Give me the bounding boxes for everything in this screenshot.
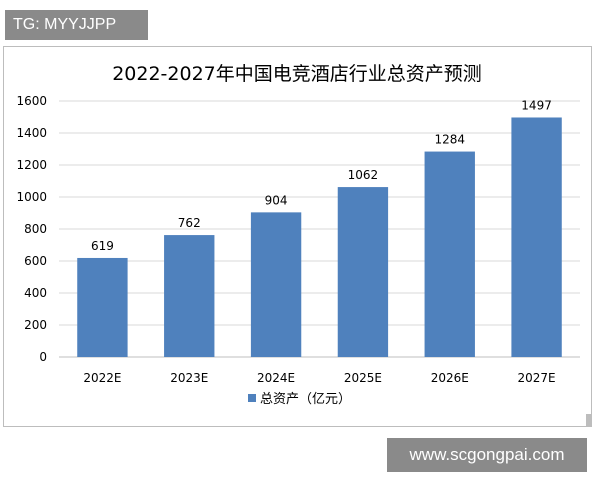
- data-label: 904: [265, 193, 288, 207]
- data-label: 762: [178, 216, 201, 230]
- x-tick-label: 2024E: [257, 371, 295, 385]
- y-tick-label: 0: [39, 350, 47, 364]
- bar: [337, 187, 389, 357]
- y-tick-label: 600: [24, 254, 47, 268]
- y-tick-label: 1000: [16, 190, 47, 204]
- data-label: 1062: [348, 168, 379, 182]
- bar: [250, 212, 302, 357]
- bar: [164, 235, 215, 357]
- x-tick-label: 2022E: [83, 371, 121, 385]
- data-label: 1497: [521, 98, 552, 112]
- x-tick-label: 2027E: [518, 371, 556, 385]
- legend-swatch: [248, 394, 256, 402]
- data-label: 619: [91, 239, 114, 253]
- legend-label: 总资产（亿元）: [260, 392, 351, 407]
- bar: [77, 257, 128, 357]
- watermark: www.scgongpai.com: [387, 438, 587, 472]
- frame-corner-mark: [586, 414, 592, 426]
- x-tick-label: 2025E: [344, 371, 382, 385]
- x-tick-label: 2023E: [170, 371, 208, 385]
- y-tick-label: 1600: [16, 94, 47, 108]
- bar: [424, 151, 475, 357]
- bar-chart: 2022-2027年中国电竞酒店行业总资产预测 619 762 904 1062 128…: [16, 63, 580, 407]
- chart-title: 2022-2027年中国电竞酒店行业总资产预测: [112, 63, 482, 85]
- y-tick-label: 800: [24, 222, 47, 236]
- y-tick-label: 1400: [16, 126, 47, 140]
- chart-frame: 2022-2027年中国电竞酒店行业总资产预测 619 762 904 1062 128…: [3, 46, 592, 427]
- data-label: 1284: [434, 133, 465, 147]
- y-tick-label: 200: [24, 318, 47, 332]
- tg-badge: TG: MYYJJPP: [5, 10, 148, 40]
- x-tick-label: 2026E: [431, 371, 469, 385]
- y-tick-label: 1200: [16, 158, 47, 172]
- bar: [511, 117, 562, 357]
- y-tick-label: 400: [24, 286, 47, 300]
